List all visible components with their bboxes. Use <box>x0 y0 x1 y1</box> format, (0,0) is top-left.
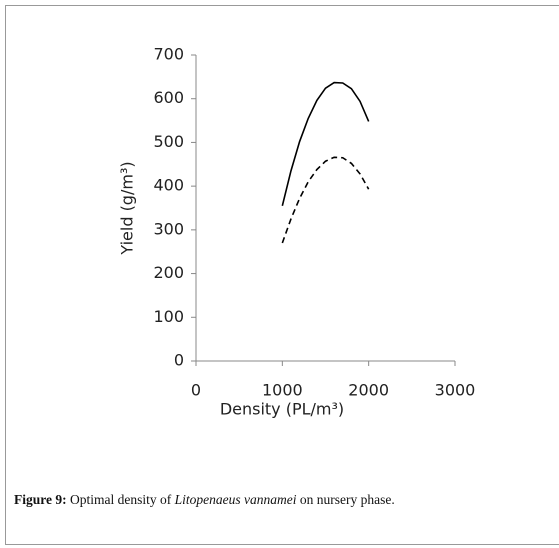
caption: Figure 9: Optimal density of Litopenaeus… <box>14 490 559 510</box>
caption-species: Litopenaeus vannamei <box>174 492 297 507</box>
y-tick-label: 100 <box>153 307 184 326</box>
x-tick-label: 2000 <box>348 381 389 400</box>
y-axis-label: Yield (g/m³) <box>118 161 137 255</box>
y-tick-label: 700 <box>153 45 184 64</box>
y-tick-label: 600 <box>153 88 184 107</box>
x-tick-label: 1000 <box>262 381 303 400</box>
caption-text: on nursery phase. <box>299 492 395 507</box>
caption-text: Optimal density of <box>70 492 172 507</box>
x-axis-label: Density (PL/m³) <box>220 400 344 419</box>
chart: Density (PL/m³) Yield (g/m³) 0 100 200 300 4… <box>118 45 476 419</box>
y-tick-label: 500 <box>153 132 184 151</box>
caption-label: Figure 9: <box>14 492 67 507</box>
line <box>281 156 370 244</box>
line <box>281 81 370 207</box>
x-tick-label: 0 <box>191 381 201 400</box>
y-tick-label: 300 <box>153 219 184 238</box>
figure-frame <box>5 5 559 545</box>
y-tick-label: 0 <box>174 351 184 370</box>
y-tick-label: 200 <box>153 263 184 282</box>
y-tick-label: 400 <box>153 176 184 195</box>
x-tick-label: 3000 <box>435 381 476 400</box>
